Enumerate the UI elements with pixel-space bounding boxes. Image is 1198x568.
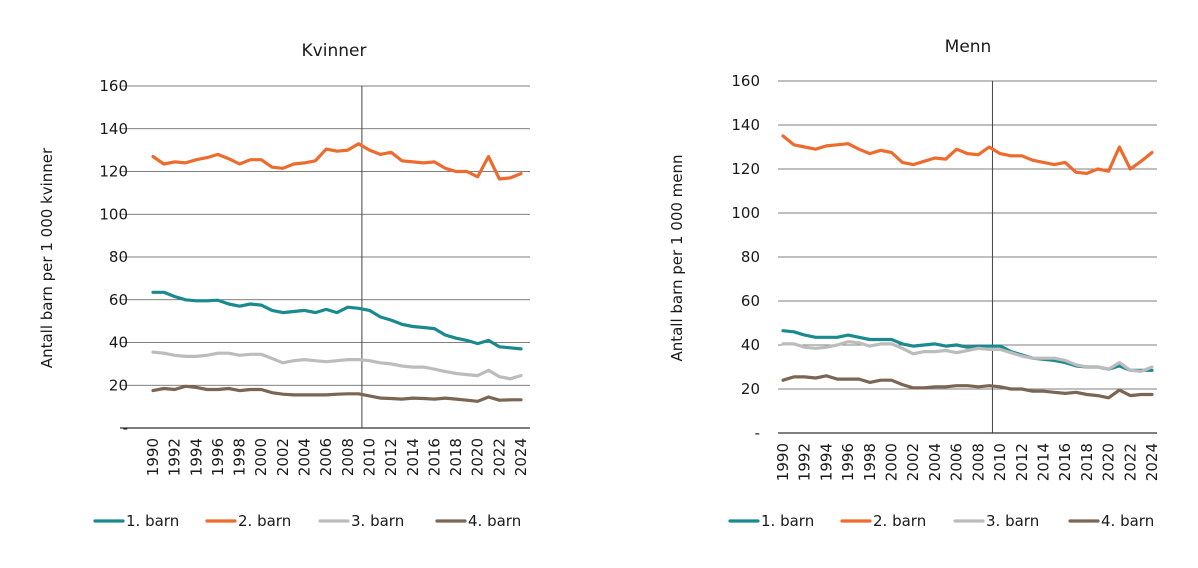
x-tick-label: 2000 bbox=[252, 438, 270, 476]
x-tick-label: 2010 bbox=[360, 438, 378, 476]
x-tick-label: 2018 bbox=[447, 438, 465, 476]
x-tick-label: 2016 bbox=[425, 438, 443, 476]
x-tick-label: 2012 bbox=[1013, 443, 1031, 481]
y-tick-label: 120 bbox=[99, 163, 128, 181]
x-tick-label: 2008 bbox=[969, 443, 987, 481]
x-tick-label: 2008 bbox=[339, 438, 357, 476]
x-tick-label: 2006 bbox=[317, 438, 335, 476]
x-tick-label: 2020 bbox=[1100, 443, 1118, 481]
legend-label: 4. barn bbox=[1101, 512, 1154, 530]
y-tick-label: 140 bbox=[99, 120, 128, 138]
y-tick-label: 160 bbox=[731, 72, 760, 90]
y-tick-label: 80 bbox=[109, 248, 128, 266]
y-tick-label: 60 bbox=[109, 291, 128, 309]
x-tick-label: 2018 bbox=[1078, 443, 1096, 481]
series-line-3-barn bbox=[151, 350, 523, 381]
y-tick-label: 20 bbox=[109, 376, 128, 394]
x-tick-label: 2022 bbox=[490, 438, 508, 476]
y-tick-label: 40 bbox=[109, 334, 128, 352]
y-tick-label: 20 bbox=[741, 380, 760, 398]
x-tick-label: 1998 bbox=[861, 443, 879, 481]
legend-label: 2. barn bbox=[238, 512, 291, 530]
x-tick-label: 1992 bbox=[166, 438, 184, 476]
x-tick-label: 2002 bbox=[904, 443, 922, 481]
series-line-2-barn bbox=[781, 134, 1154, 175]
series-line-1-barn bbox=[151, 290, 523, 351]
x-tick-label: 1998 bbox=[231, 438, 249, 476]
y-axis-label: Antall barn per 1 000 kvinner bbox=[38, 147, 56, 368]
x-tick-label: 1996 bbox=[209, 438, 227, 476]
y-tick-label: 100 bbox=[99, 205, 128, 223]
x-tick-label: 2024 bbox=[512, 438, 530, 476]
legend-label: 3. barn bbox=[351, 512, 404, 530]
x-tick-label: 1990 bbox=[144, 438, 162, 476]
y-tick-label: - bbox=[755, 424, 760, 442]
x-tick-label: 2014 bbox=[404, 438, 422, 476]
chart-title: Menn bbox=[945, 37, 992, 57]
x-tick-label: 2002 bbox=[274, 438, 292, 476]
y-tick-label: 120 bbox=[731, 160, 760, 178]
x-tick-label: 1994 bbox=[817, 443, 835, 481]
x-tick-label: 1992 bbox=[796, 443, 814, 481]
x-tick-label: 2020 bbox=[469, 438, 487, 476]
y-tick-label: - bbox=[123, 419, 128, 437]
y-tick-label: 140 bbox=[731, 116, 760, 134]
series-line-2-barn bbox=[151, 142, 523, 181]
x-tick-label: 2016 bbox=[1056, 443, 1074, 481]
panel-menn: Menn Antall barn per 1 000 menn - 20 40 60 80 1… bbox=[668, 37, 1161, 530]
x-tick-label: 2010 bbox=[991, 443, 1009, 481]
chart-title: Kvinner bbox=[302, 41, 367, 61]
y-tick-label: 80 bbox=[741, 248, 760, 266]
y-tick-label: 60 bbox=[741, 292, 760, 310]
series-line-4-barn bbox=[781, 374, 1154, 400]
legend-label: 2. barn bbox=[873, 512, 926, 530]
x-tick-label: 1994 bbox=[187, 438, 205, 476]
x-tick-label: 2012 bbox=[382, 438, 400, 476]
y-tick-label: 100 bbox=[731, 204, 760, 222]
x-tick-label: 2022 bbox=[1121, 443, 1139, 481]
x-tick-label: 2000 bbox=[883, 443, 901, 481]
x-tick-label: 2004 bbox=[296, 438, 314, 476]
x-tick-label: 2024 bbox=[1143, 443, 1161, 481]
y-tick-label: 40 bbox=[741, 336, 760, 354]
legend-label: 1. barn bbox=[761, 512, 814, 530]
panel-kvinner: Kvinner Antall barn per 1 000 kvinner - 20 4… bbox=[38, 41, 530, 530]
legend-label: 1. barn bbox=[126, 512, 179, 530]
x-tick-label: 1990 bbox=[774, 443, 792, 481]
x-tick-label: 1996 bbox=[839, 443, 857, 481]
x-tick-label: 2014 bbox=[1034, 443, 1052, 481]
legend-label: 4. barn bbox=[468, 512, 521, 530]
series-line-3-barn bbox=[781, 340, 1154, 373]
x-tick-label: 2006 bbox=[948, 443, 966, 481]
legend-label: 3. barn bbox=[986, 512, 1039, 530]
series-line-4-barn bbox=[151, 384, 523, 403]
x-tick-label: 2004 bbox=[926, 443, 944, 481]
y-axis-label: Antall barn per 1 000 menn bbox=[668, 154, 686, 361]
y-tick-label: 160 bbox=[99, 77, 128, 95]
